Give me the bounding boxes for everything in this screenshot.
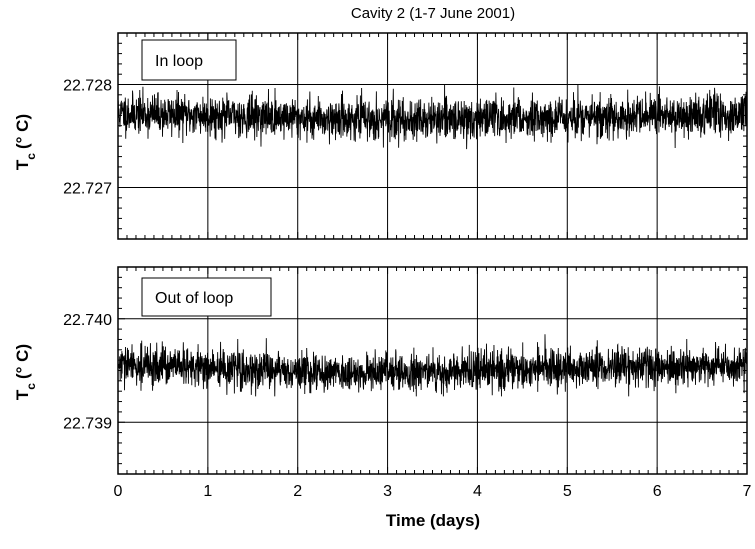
panel-out-of-loop: 22.739 22.740 0 1 2 3 4 5 6 7 Tc(° C) Out of loop: [13, 266, 752, 500]
x-tick-label: 2: [293, 483, 302, 500]
data-series-line: [117, 334, 748, 397]
annotation-box: [141, 39, 237, 81]
x-tick-label: 0: [114, 483, 123, 500]
y-axis-label: Tc(° C): [13, 114, 38, 170]
panel-in-loop: 22.727 22.728 Tc(° C) In loop: [13, 32, 748, 240]
y-tick-label: 22.727: [63, 181, 112, 198]
annotation-label: Out of loop: [155, 290, 233, 307]
x-tick-label: 6: [653, 483, 662, 500]
x-tick-label: 5: [563, 483, 572, 500]
y-axis-label: Tc(° C): [13, 344, 38, 400]
x-axis-label: Time (days): [386, 511, 480, 530]
x-tick-label: 3: [383, 483, 392, 500]
annotation-label: In loop: [155, 53, 203, 70]
x-tick-label: 1: [203, 483, 212, 500]
chart-title: Cavity 2 (1-7 June 2001): [351, 5, 515, 22]
y-tick-label: 22.739: [63, 415, 112, 432]
y-tick-label: 22.740: [63, 312, 112, 329]
x-tick-label: 7: [743, 483, 752, 500]
data-series-line: [117, 84, 748, 150]
x-tick-label: 4: [473, 483, 482, 500]
annotation-box: [141, 277, 272, 317]
y-tick-label: 22.728: [63, 78, 112, 95]
